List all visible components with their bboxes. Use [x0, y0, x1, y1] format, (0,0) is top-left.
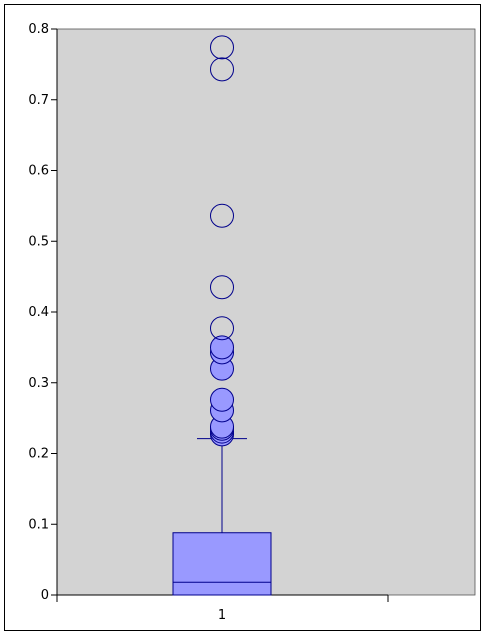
y-tick-label: 0.6: [28, 164, 49, 179]
outlier-point: [210, 57, 234, 82]
y-tick-label: 0.2: [28, 447, 49, 462]
box-iqr: [172, 532, 272, 596]
y-tick-label: 0.7: [28, 93, 49, 108]
y-tick-label: 0: [41, 588, 49, 603]
y-tick-label: 0.4: [28, 305, 49, 320]
y-tick-label: 0.8: [28, 22, 49, 37]
outlier-point: [210, 335, 234, 360]
outlier-point: [210, 35, 234, 60]
outlier-point: [210, 387, 234, 412]
box-plot-marks: [172, 35, 272, 596]
y-tick-label: 0.3: [28, 376, 49, 391]
tick-labels: 0 0.1 0.2 0.3 0.4 0.5 0.6 0.7 0.8 1: [28, 22, 226, 623]
outlier-point: [210, 316, 234, 341]
outlier-point: [210, 203, 234, 228]
y-tick-label: 0.1: [28, 517, 49, 532]
x-tick-label: 1: [218, 608, 226, 623]
y-tick-label: 0.5: [28, 234, 49, 249]
plot-area: [56, 28, 476, 596]
outlier-point: [210, 275, 234, 300]
